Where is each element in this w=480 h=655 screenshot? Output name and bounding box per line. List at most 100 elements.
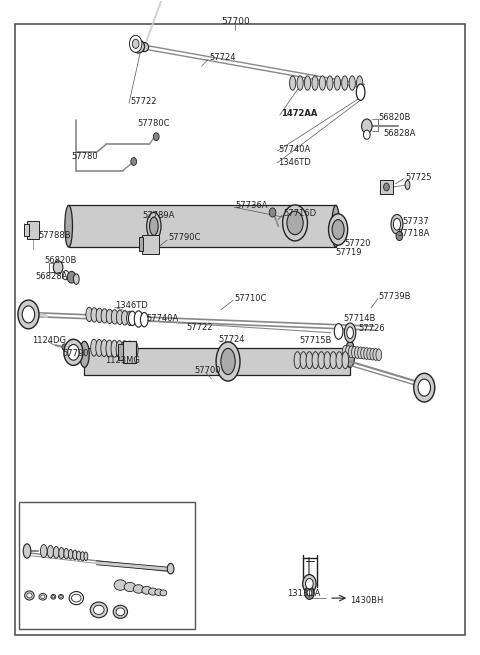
Ellipse shape — [121, 310, 128, 325]
Bar — [84, 348, 350, 375]
Circle shape — [22, 306, 35, 323]
Ellipse shape — [356, 84, 365, 100]
Ellipse shape — [327, 76, 333, 90]
Text: 57719: 57719 — [336, 248, 362, 257]
Ellipse shape — [96, 309, 103, 323]
Ellipse shape — [96, 339, 102, 356]
Circle shape — [303, 574, 316, 593]
Text: 57740A: 57740A — [147, 314, 179, 323]
Text: 56828A: 56828A — [36, 272, 68, 281]
Bar — [27, 221, 39, 239]
Ellipse shape — [134, 311, 143, 328]
Text: 1346TD: 1346TD — [116, 301, 148, 310]
Ellipse shape — [312, 352, 319, 369]
Circle shape — [64, 339, 83, 365]
Circle shape — [130, 35, 142, 52]
Ellipse shape — [345, 341, 355, 367]
Ellipse shape — [221, 348, 235, 375]
Ellipse shape — [27, 593, 32, 598]
Ellipse shape — [287, 211, 303, 234]
Text: 57714B: 57714B — [343, 314, 375, 323]
Circle shape — [154, 133, 159, 141]
Text: 56820B: 56820B — [379, 113, 411, 122]
Circle shape — [361, 119, 372, 134]
Ellipse shape — [129, 311, 136, 326]
Ellipse shape — [121, 341, 128, 358]
Ellipse shape — [133, 585, 144, 593]
Ellipse shape — [149, 588, 157, 595]
Ellipse shape — [373, 348, 379, 360]
Text: 57722: 57722 — [130, 97, 156, 106]
Text: 1313DA: 1313DA — [287, 589, 320, 598]
Ellipse shape — [297, 76, 303, 90]
Text: 57716D: 57716D — [283, 209, 316, 217]
Ellipse shape — [113, 605, 128, 618]
Ellipse shape — [283, 205, 308, 241]
Ellipse shape — [91, 339, 97, 356]
Text: 57710C: 57710C — [234, 293, 266, 303]
Text: 1472AA: 1472AA — [281, 109, 317, 118]
Ellipse shape — [300, 352, 307, 369]
Bar — [142, 234, 158, 254]
Text: 57724: 57724 — [218, 335, 245, 344]
Ellipse shape — [216, 342, 240, 381]
Ellipse shape — [65, 205, 72, 247]
Ellipse shape — [132, 341, 138, 358]
Ellipse shape — [111, 340, 118, 357]
Ellipse shape — [147, 212, 161, 240]
Ellipse shape — [24, 591, 34, 600]
Bar — [119, 345, 123, 360]
Ellipse shape — [40, 544, 47, 557]
Text: 56828A: 56828A — [384, 129, 416, 138]
Ellipse shape — [342, 352, 348, 369]
Ellipse shape — [73, 274, 79, 284]
Ellipse shape — [116, 310, 123, 325]
Circle shape — [307, 590, 312, 596]
Circle shape — [67, 271, 76, 283]
Text: 57725: 57725 — [405, 173, 432, 181]
Ellipse shape — [318, 352, 324, 369]
Circle shape — [131, 158, 137, 166]
Ellipse shape — [124, 582, 136, 591]
Text: 57780C: 57780C — [137, 119, 169, 128]
Ellipse shape — [336, 352, 343, 369]
Ellipse shape — [94, 605, 104, 614]
Text: 57718A: 57718A — [397, 229, 429, 238]
Ellipse shape — [72, 594, 81, 602]
Text: 1123MG: 1123MG — [105, 356, 140, 365]
Ellipse shape — [391, 214, 403, 234]
Ellipse shape — [53, 546, 59, 558]
Ellipse shape — [91, 308, 97, 322]
Ellipse shape — [346, 346, 351, 358]
Ellipse shape — [86, 307, 93, 322]
Ellipse shape — [358, 347, 363, 359]
Circle shape — [62, 271, 69, 280]
Ellipse shape — [60, 595, 62, 598]
Text: 1124DG: 1124DG — [32, 336, 66, 345]
Ellipse shape — [69, 591, 84, 605]
Ellipse shape — [126, 341, 133, 358]
Ellipse shape — [347, 327, 353, 339]
Text: 57790C: 57790C — [168, 233, 201, 242]
Ellipse shape — [150, 217, 158, 235]
Ellipse shape — [289, 76, 296, 90]
Bar — [19, 502, 195, 629]
Text: 57740A: 57740A — [278, 145, 311, 154]
Ellipse shape — [106, 340, 113, 357]
Ellipse shape — [142, 586, 152, 594]
Circle shape — [384, 183, 389, 191]
Circle shape — [305, 586, 314, 599]
Ellipse shape — [111, 310, 118, 324]
Ellipse shape — [328, 214, 348, 245]
Ellipse shape — [330, 352, 336, 369]
Circle shape — [363, 130, 370, 140]
Text: 1430BH: 1430BH — [350, 595, 384, 605]
Text: 57789A: 57789A — [142, 210, 174, 219]
Circle shape — [68, 345, 79, 360]
Circle shape — [418, 379, 431, 396]
Bar — [380, 180, 393, 193]
Bar — [69, 205, 336, 247]
Ellipse shape — [140, 43, 149, 52]
Text: 57722: 57722 — [186, 323, 213, 332]
Ellipse shape — [370, 348, 375, 360]
